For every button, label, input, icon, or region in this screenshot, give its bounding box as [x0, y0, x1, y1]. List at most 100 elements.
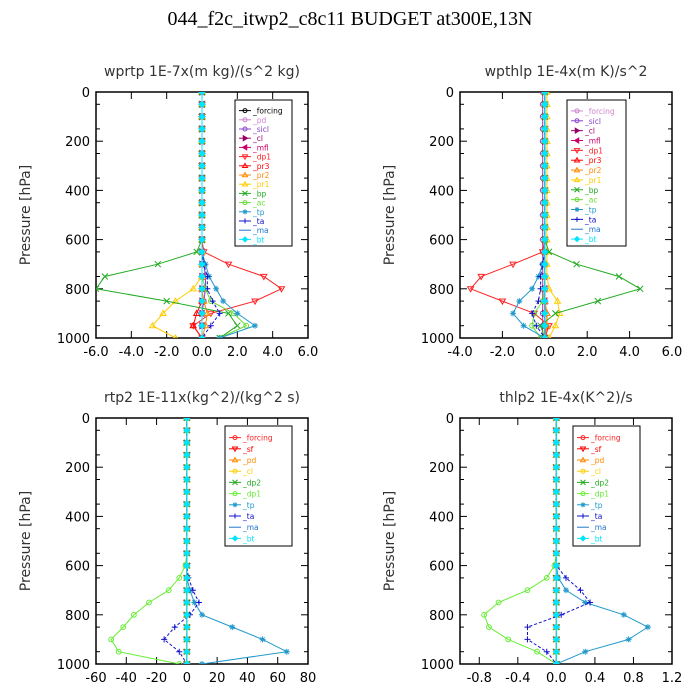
legend-label: _dp1 [252, 153, 271, 162]
x-tick-label: 0.0 [546, 671, 567, 686]
legend-marker [231, 535, 239, 542]
legend-entry: _bp [571, 186, 599, 195]
legend-entry: _dp1 [577, 490, 609, 499]
legend-entry: _sicl [571, 117, 601, 126]
data-point [552, 598, 561, 607]
legend-marker [574, 197, 580, 203]
data-point [563, 587, 569, 594]
legend-entry: _ta [577, 512, 602, 521]
legend-marker [574, 186, 580, 193]
data-point [203, 309, 212, 316]
y-tick-label: 0 [82, 86, 90, 101]
data-point [477, 273, 486, 281]
data-point [193, 248, 201, 256]
data-point [198, 198, 206, 207]
y-tick-label: 1000 [57, 332, 90, 347]
data-point [552, 647, 561, 656]
data-point [198, 272, 206, 281]
data-point [120, 624, 127, 630]
legend-label: _pr3 [252, 162, 270, 171]
legend: _forcing _sf _pd _cl _dp2 _dp1 _tp _ta _ma _bt [572, 425, 641, 547]
y-tick-label: 600 [429, 560, 454, 575]
legend-marker [580, 468, 586, 474]
series-bt [552, 418, 561, 664]
y-tick-label: 400 [429, 510, 454, 525]
data-point [520, 322, 527, 329]
y-axis-label: Pressure [hPa] [382, 491, 398, 591]
legend-marker [241, 236, 249, 243]
y-tick-label: 400 [65, 510, 90, 525]
data-point [183, 574, 191, 582]
data-point [199, 661, 205, 664]
series-dp1 [466, 92, 553, 338]
legend-entry: _tp [577, 501, 603, 510]
data-point [582, 648, 589, 655]
data-point [243, 322, 250, 329]
data-point [224, 261, 233, 269]
data-point [183, 647, 191, 656]
y-tick-label: 600 [429, 234, 454, 249]
data-point [191, 599, 198, 606]
data-point [183, 463, 191, 471]
legend-entry: _dp2 [577, 478, 609, 487]
legend-marker [242, 126, 248, 132]
legend-label: _ta [252, 217, 264, 226]
legend-label: _sicl [584, 117, 601, 126]
y-tick-label: 200 [429, 135, 454, 150]
data-point [229, 624, 236, 631]
legend-marker [232, 513, 238, 519]
legend-entry: _pd [239, 116, 267, 125]
series-ta [161, 418, 202, 664]
legend-label: _sicl [252, 125, 269, 134]
y-tick-label: 400 [65, 184, 90, 199]
data-point [198, 186, 206, 195]
legend-label: _bp [584, 186, 599, 195]
legend-entry: _ta [229, 512, 254, 521]
y-tick-label: 1000 [57, 658, 90, 673]
legend-label: _cl [590, 467, 601, 476]
data-point [198, 260, 206, 268]
x-tick-label: -40 [116, 671, 137, 686]
legend-marker [242, 108, 248, 114]
legend-label: _tp [242, 501, 255, 510]
legend-entry: _ma [239, 226, 269, 235]
data-point [529, 285, 536, 292]
data-point [541, 223, 549, 232]
data-point [541, 92, 549, 96]
x-tick-label: -60 [85, 671, 106, 686]
legend-marker [573, 148, 581, 154]
legend-entry: _tp [229, 501, 255, 510]
y-tick-label: 0 [82, 412, 90, 427]
legend-entry: _pd [577, 456, 605, 465]
legend-marker [242, 190, 248, 197]
data-point [541, 186, 549, 195]
x-tick-label: -2.0 [490, 345, 515, 360]
legend-label: _pr1 [252, 180, 270, 189]
y-tick-label: 1000 [421, 332, 454, 347]
data-point [466, 286, 475, 293]
data-point [183, 549, 191, 558]
data-point [552, 574, 561, 582]
data-point [183, 426, 191, 435]
series-dp1 [481, 418, 560, 664]
legend-marker [574, 127, 581, 135]
x-tick-label: -4.0 [447, 345, 472, 360]
data-point [552, 524, 561, 533]
data-point [594, 297, 602, 305]
legend-entry: _sf [229, 445, 254, 454]
legend-marker [579, 456, 587, 463]
legend-entry: _ac [239, 199, 265, 208]
legend-label: _pd [242, 456, 257, 465]
data-point [234, 310, 241, 317]
data-point [541, 321, 549, 330]
x-tick-label: 40 [239, 671, 256, 686]
data-point [552, 463, 561, 471]
x-tick-label: 0.0 [192, 345, 213, 360]
data-point [541, 334, 549, 338]
data-point [183, 524, 191, 533]
y-tick-label: 800 [65, 609, 90, 624]
data-point [183, 598, 191, 607]
data-point [183, 635, 191, 644]
x-tick-label: 0.4 [585, 671, 606, 686]
x-tick-label: -0.4 [505, 671, 530, 686]
